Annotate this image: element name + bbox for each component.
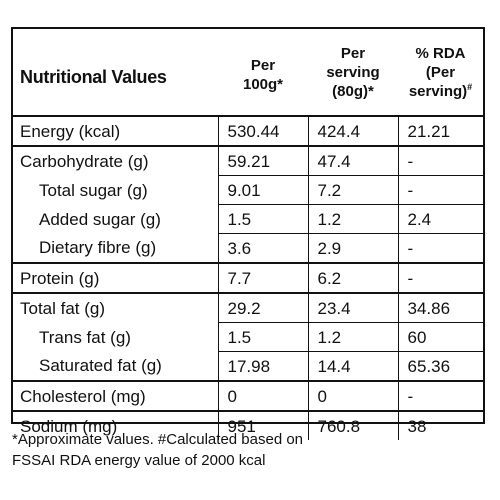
- header-line: 100g*: [242, 76, 284, 93]
- value-per-serving: 7.2: [307, 175, 398, 205]
- table-row: Total fat (g) 29.2 23.4 34.86: [13, 293, 483, 323]
- value-per-100g: 9.01: [217, 175, 308, 205]
- table-row: Energy (kcal) 530.44 424.4 21.21: [13, 116, 483, 147]
- value-per-100g: 951: [217, 411, 308, 440]
- table-row: Trans fat (g) 1.5 1.2 60: [13, 322, 483, 352]
- value-rda: 21.21: [397, 116, 483, 147]
- value-per-serving: 0: [307, 381, 398, 412]
- nutrient-name: Total sugar (g): [39, 180, 148, 200]
- value-rda: 2.4: [397, 204, 483, 234]
- header-line: (80g)*: [332, 82, 374, 100]
- column-header-rda: % RDA (Per serving)#: [398, 29, 483, 117]
- value-per-100g: 530.44: [217, 116, 308, 147]
- value-rda: -: [397, 263, 483, 294]
- table-row: Dietary fibre (g) 3.6 2.9 -: [13, 233, 483, 264]
- nutrition-table: Nutritional Values Per 100g* Per serving…: [13, 29, 483, 440]
- value-per-100g: 0: [217, 381, 308, 412]
- nutrient-name: Saturated fat (g): [13, 351, 218, 382]
- table-row: Total sugar (g) 9.01 7.2 -: [13, 175, 483, 205]
- value-per-100g: 7.7: [217, 263, 308, 294]
- value-per-100g: 17.98: [217, 351, 308, 382]
- value-per-100g: 1.5: [217, 204, 308, 234]
- header-text: serving): [408, 82, 468, 100]
- nutrient-name: Carbohydrate (g): [20, 151, 149, 171]
- header-line: (Per: [425, 63, 456, 81]
- nutrient-name: Protein (g): [13, 263, 218, 294]
- footnote: *Approximate values. #Calculated based o…: [12, 429, 482, 471]
- table-title: Nutritional Values: [13, 29, 218, 117]
- value-per-serving: 6.2: [307, 263, 398, 294]
- footnote-line: FSSAI RDA energy value of 2000 kcal: [12, 452, 266, 469]
- footnote-line: *Approximate values. #Calculated based o…: [12, 431, 304, 448]
- value-rda: -: [397, 381, 483, 412]
- value-per-serving: 23.4: [307, 293, 398, 323]
- value-rda: 38: [397, 411, 483, 440]
- hash-superscript: #: [467, 81, 473, 92]
- header-line: serving)#: [398, 82, 483, 101]
- table-row: Saturated fat (g) 17.98 14.4 65.36: [13, 351, 483, 382]
- table-row: Added sugar (g) 1.5 1.2 2.4: [13, 204, 483, 234]
- value-per-serving: 2.9: [307, 233, 398, 264]
- header-line: Per: [250, 57, 276, 74]
- nutrient-name: Cholesterol (mg): [13, 381, 218, 412]
- nutrition-label: Nutritional Values Per 100g* Per serving…: [11, 27, 485, 440]
- value-per-serving: 1.2: [307, 322, 398, 352]
- value-rda: -: [397, 146, 483, 176]
- header-line: serving: [326, 63, 380, 81]
- header-line: % RDA: [415, 44, 466, 62]
- value-per-100g: 1.5: [217, 322, 308, 352]
- table-header-row: Nutritional Values Per 100g* Per serving…: [13, 29, 483, 117]
- value-per-serving: 14.4: [307, 351, 398, 382]
- value-rda: 60: [397, 322, 483, 352]
- value-rda: 34.86: [397, 293, 483, 323]
- value-per-serving: 47.4: [307, 146, 398, 176]
- nutrient-name: Energy (kcal): [13, 116, 218, 147]
- table-row: Carbohydrate (g) 59.21 47.4 -: [13, 146, 483, 176]
- header-line: Per: [340, 44, 366, 62]
- value-per-100g: 59.21: [217, 146, 308, 176]
- nutrient-name: Total fat (g): [20, 298, 106, 318]
- table-row: Sodium (mg) 951 760.8 38: [13, 411, 483, 440]
- value-per-serving: 760.8: [307, 411, 398, 440]
- nutrient-name: Dietary fibre (g): [13, 233, 218, 264]
- column-header-per-100g: Per 100g*: [218, 29, 308, 117]
- table-row: Cholesterol (mg) 0 0 -: [13, 381, 483, 412]
- value-per-serving: 424.4: [307, 116, 398, 147]
- value-rda: -: [397, 175, 483, 205]
- value-rda: -: [397, 233, 483, 264]
- nutrient-name: Trans fat (g): [39, 327, 131, 347]
- nutrient-name: Added sugar (g): [39, 209, 161, 229]
- nutrient-name: Sodium (mg): [20, 416, 118, 436]
- value-per-serving: 1.2: [307, 204, 398, 234]
- value-per-100g: 3.6: [217, 233, 308, 264]
- table-row: Protein (g) 7.7 6.2 -: [13, 263, 483, 294]
- value-rda: 65.36: [397, 351, 483, 382]
- value-per-100g: 29.2: [217, 293, 308, 323]
- column-header-per-serving: Per serving (80g)*: [308, 29, 398, 117]
